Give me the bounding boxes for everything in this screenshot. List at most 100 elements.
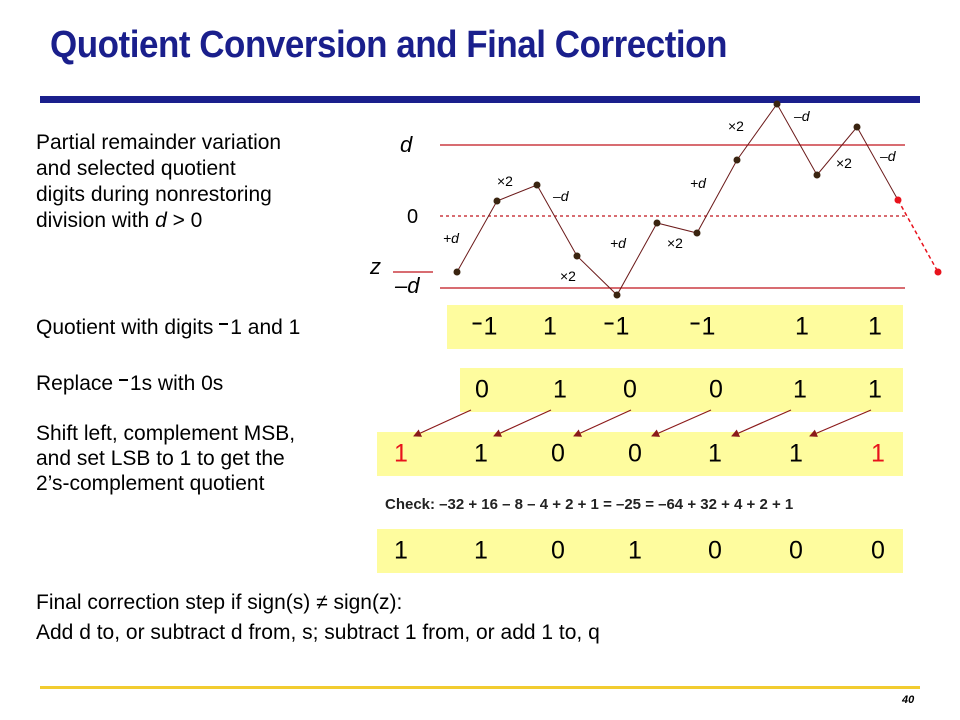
quotient-digit: 1	[543, 312, 557, 341]
step-label: –d	[879, 148, 897, 164]
final-digit: 1	[474, 536, 488, 565]
description-text: Partial remainder variation and selected…	[36, 130, 281, 234]
remainder-point	[533, 181, 541, 189]
shift-arrow	[573, 409, 632, 437]
remainder-point	[853, 123, 861, 131]
remainder-point	[733, 156, 741, 164]
quotient-digit: 1	[604, 313, 629, 342]
corrected-remainder-point	[934, 268, 942, 276]
quotient-label: Quotient with digits 1 and 1	[36, 315, 300, 341]
replaced-digits-box: 0 1 0 0 1 1	[460, 368, 903, 412]
correction-text: Final correction step if sign(s) ≠ sign(…	[36, 588, 600, 648]
negative-bar	[690, 322, 700, 325]
quotient-label-part: Quotient with digits	[36, 316, 220, 339]
shifted-digit: 0	[551, 439, 565, 468]
shifted-digit-msb: 1	[394, 439, 408, 468]
final-digit: 0	[551, 536, 565, 565]
replace-label-part: Replace	[36, 372, 119, 395]
quotient-digit-value: 1	[483, 312, 498, 341]
replaced-digit: 1	[793, 375, 807, 404]
shifted-digits-box: 1 1 0 0 1 1 1	[377, 432, 903, 476]
description-line-4-suffix: > 0	[166, 209, 203, 232]
check-equation: Check: –32 + 16 – 8 – 4 + 2 + 1 = –25 = …	[385, 496, 794, 513]
quotient-digit-value: 1	[701, 312, 716, 341]
remainder-point	[773, 100, 781, 108]
shift-arrow	[651, 409, 712, 437]
correction-line-1: Final correction step if sign(s) ≠ sign(…	[36, 591, 403, 614]
replaced-digit: 1	[553, 375, 567, 404]
title-underline	[40, 96, 920, 103]
remainder-point	[693, 229, 701, 237]
final-digit: 1	[628, 536, 642, 565]
step-label: ×2	[497, 173, 513, 189]
description-line-1: Partial remainder variation	[36, 131, 282, 154]
shift-label: Shift left, complement MSB, and set LSB …	[36, 421, 295, 496]
remainder-graph: d 0 z –d +d ×2 –d ×2 +d ×2 +d ×2 –d ×2 –…	[369, 100, 942, 299]
shift-arrows	[413, 409, 872, 437]
step-label: +d	[690, 175, 707, 191]
remainder-point	[813, 171, 821, 179]
label-d: d	[400, 132, 413, 157]
page-number: 40	[902, 694, 915, 706]
shift-arrow	[493, 409, 552, 437]
shifted-digit-lsb: 1	[871, 439, 885, 468]
description-line-4-var: d	[155, 209, 167, 232]
replaced-digit: 1	[868, 375, 882, 404]
step-label: –d	[552, 188, 570, 204]
replace-label-part: 1s with 0s	[129, 372, 224, 395]
final-remainder-point	[894, 196, 902, 204]
remainder-point	[573, 252, 581, 260]
remainder-point	[493, 197, 501, 205]
shift-arrow	[809, 409, 872, 437]
quotient-digit: 1	[690, 312, 716, 342]
negative-bar	[604, 322, 614, 325]
step-label: ×2	[836, 155, 852, 171]
shifted-digit: 1	[474, 439, 488, 468]
description-line-2: and selected quotient	[36, 157, 236, 180]
replaced-digit: 0	[709, 375, 723, 404]
step-label: +d	[443, 230, 460, 246]
step-label: –d	[793, 108, 811, 124]
final-digit: 0	[871, 536, 885, 565]
replaced-digit: 0	[623, 375, 637, 404]
remainder-point	[653, 219, 661, 227]
label-neg-d: –d	[394, 273, 420, 298]
shift-arrow	[413, 409, 472, 437]
shifted-digit: 0	[628, 439, 642, 468]
step-label: ×2	[728, 118, 744, 134]
negative-bar	[472, 322, 482, 325]
quotient-digit: 1	[868, 312, 882, 341]
quotient-digits-box: 1 1 1 1 1 1	[447, 305, 903, 349]
shift-label-line-2: and set LSB to 1 to get the	[36, 447, 285, 470]
negative-bar	[219, 323, 229, 326]
label-zero: 0	[407, 206, 418, 228]
step-label: ×2	[667, 235, 683, 251]
final-digit: 1	[394, 536, 408, 565]
remainder-path	[456, 103, 899, 296]
final-digit: 0	[789, 536, 803, 565]
step-label: +d	[610, 235, 627, 251]
shift-label-line-3: 2’s-complement quotient	[36, 472, 265, 495]
step-label: ×2	[560, 268, 576, 284]
remainder-point	[453, 268, 461, 276]
shift-label-line-1: Shift left, complement MSB,	[36, 422, 296, 445]
description-line-4-prefix: division with	[36, 209, 156, 232]
shifted-digit: 1	[708, 439, 722, 468]
replace-label: Replace 1s with 0s	[36, 371, 223, 397]
remainder-point	[613, 291, 621, 299]
quotient-digit: 1	[795, 312, 809, 341]
final-digit: 0	[708, 536, 722, 565]
shifted-digit: 1	[789, 439, 803, 468]
correction-line-2: Add d to, or subtract d from, s; subtrac…	[36, 621, 600, 644]
quotient-digit: 1	[472, 312, 498, 342]
footer-rule	[40, 686, 920, 689]
slide-title: Quotient Conversion and Final Correction	[50, 24, 727, 66]
description-line-4: division with d > 0	[36, 208, 281, 234]
final-digits-box: 1 1 0 1 0 0 0	[377, 529, 903, 573]
description-line-3: digits during nonrestoring	[36, 183, 272, 206]
shift-arrow	[731, 409, 792, 437]
label-z: z	[369, 254, 381, 279]
replaced-digit: 0	[475, 375, 489, 404]
negative-bar	[118, 379, 128, 382]
quotient-label-part: 1 and 1	[230, 316, 301, 339]
